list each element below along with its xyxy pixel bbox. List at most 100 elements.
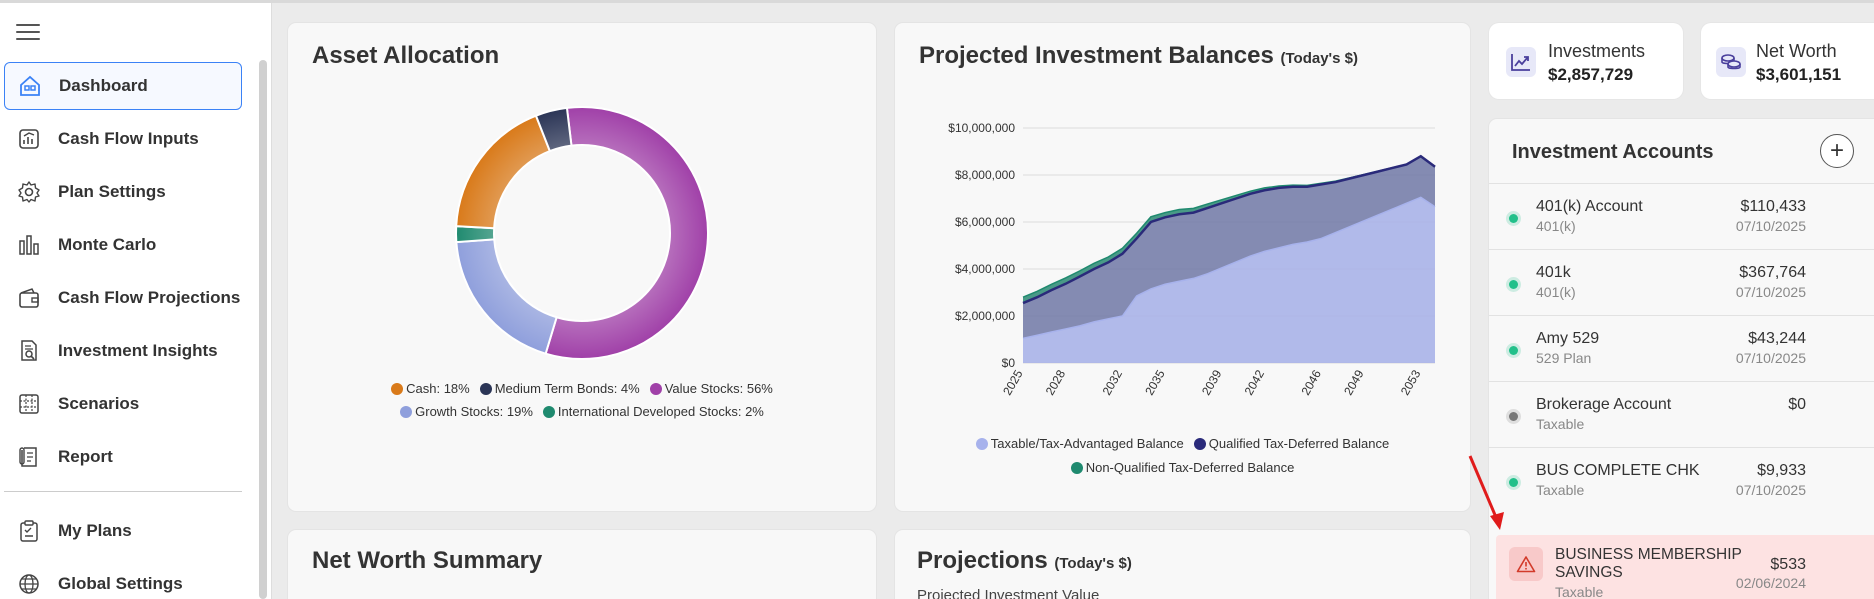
account-name: Brokerage Account xyxy=(1536,396,1672,413)
projected-subtitle: (Today's $) xyxy=(1280,50,1358,67)
donut-slice-cash[interactable] xyxy=(455,114,552,230)
chart-trend-icon xyxy=(14,124,44,154)
home-icon xyxy=(15,71,45,101)
sidebar-item-dashboard[interactable]: Dashboard xyxy=(4,62,242,110)
account-date: 07/10/2025 xyxy=(1735,218,1806,234)
x-tick-label: 2025 xyxy=(1000,367,1026,397)
legend-entry[interactable]: Medium Term Bonds: 4% xyxy=(479,381,640,396)
legend-label: Cash: 18% xyxy=(406,381,470,396)
legend-swatch xyxy=(479,382,492,395)
status-dot xyxy=(1509,346,1518,355)
x-tick-label: 2046 xyxy=(1298,367,1324,397)
sidebar-item-cash-flow-projections[interactable]: Cash Flow Projections xyxy=(4,274,242,322)
y-tick-label: $6,000,000 xyxy=(955,215,1015,229)
legend-label: Taxable/Tax-Advantaged Balance xyxy=(990,436,1184,451)
legend-swatch xyxy=(542,405,555,418)
coins-icon xyxy=(1716,47,1746,77)
alert-account-value: $533 xyxy=(1770,556,1806,573)
x-tick-label: 2049 xyxy=(1341,367,1367,397)
bar-chart-icon xyxy=(14,230,44,260)
projections-subtitle: (Today's $) xyxy=(1054,555,1132,572)
sidebar-item-plan-settings[interactable]: Plan Settings xyxy=(4,168,242,216)
account-row[interactable]: Brokerage Account Taxable $0 xyxy=(1489,381,1874,447)
projected-title-text: Projected Investment Balances xyxy=(919,42,1274,69)
projected-legend-row-2: Non-Qualified Tax-Deferred Balance xyxy=(895,460,1470,475)
account-name: Amy 529 xyxy=(1536,330,1600,347)
donut-slice-medium-term-bonds[interactable] xyxy=(534,106,573,153)
legend-entry[interactable]: Cash: 18% xyxy=(391,381,470,396)
y-tick-label: $0 xyxy=(1002,356,1016,370)
status-dot xyxy=(1509,280,1518,289)
legend-swatch xyxy=(1070,461,1083,474)
x-tick-label: 2028 xyxy=(1043,367,1069,397)
projected-legend-row-1: Taxable/Tax-Advantaged Balance Qualified … xyxy=(895,436,1470,451)
status-dot xyxy=(1509,412,1518,421)
line-taxable-tax-advantaged-balance xyxy=(1022,196,1436,340)
legend-swatch xyxy=(400,405,413,418)
account-value: $367,764 xyxy=(1739,264,1806,281)
investments-tile[interactable]: Investments $2,857,729 xyxy=(1489,23,1683,99)
account-name: BUS COMPLETE CHK xyxy=(1536,462,1700,479)
legend-entry[interactable]: Non-Qualified Tax-Deferred Balance xyxy=(1070,460,1294,475)
account-type: 529 Plan xyxy=(1536,350,1592,366)
account-date: 07/10/2025 xyxy=(1735,284,1806,300)
legend-entry[interactable]: International Developed Stocks: 2% xyxy=(542,404,764,419)
projections-title: Projections (Today's $) xyxy=(917,547,1132,575)
nav-label: Monte Carlo xyxy=(58,235,157,254)
account-row[interactable]: 401(k) Account 401(k) $110,433 07/10/2025 xyxy=(1489,183,1874,249)
legend-label: Value Stocks: 56% xyxy=(664,381,773,396)
red-annotation-arrow-icon xyxy=(1468,455,1504,530)
legend-entry[interactable]: Growth Stocks: 19% xyxy=(400,404,533,419)
document-search-icon xyxy=(14,336,44,366)
sidebar-item-global-settings[interactable]: Global Settings xyxy=(4,560,242,599)
legend-entry[interactable]: Taxable/Tax-Advantaged Balance xyxy=(975,436,1184,451)
x-tick-label: 2032 xyxy=(1100,367,1126,397)
asset-allocation-title: Asset Allocation xyxy=(312,42,500,69)
legend-entry[interactable]: Value Stocks: 56% xyxy=(649,381,773,396)
account-type: 401(k) xyxy=(1536,284,1576,300)
sidebar-item-cash-flow-inputs[interactable]: Cash Flow Inputs xyxy=(4,115,242,163)
alert-account-date: 02/06/2024 xyxy=(1735,575,1806,591)
sidebar-item-monte-carlo[interactable]: Monte Carlo xyxy=(4,221,242,269)
nav-label: Global Settings xyxy=(58,574,183,593)
sidebar-item-my-plans[interactable]: My Plans xyxy=(4,507,242,555)
account-type: Taxable xyxy=(1536,482,1585,498)
add-account-button[interactable]: + xyxy=(1820,134,1854,168)
account-row[interactable]: 401k 401(k) $367,764 07/10/2025 xyxy=(1489,249,1874,315)
account-date: 07/10/2025 xyxy=(1735,482,1806,498)
account-date: 07/10/2025 xyxy=(1735,350,1806,366)
donut-slice-growth-stocks[interactable] xyxy=(455,238,558,355)
sidebar-item-report[interactable]: Report xyxy=(4,433,242,481)
sidebar-item-investment-insights[interactable]: Investment Insights xyxy=(4,327,242,375)
account-row[interactable]: BUS COMPLETE CHK Taxable $9,933 07/10/2025 xyxy=(1489,447,1874,513)
account-value: $9,933 xyxy=(1757,462,1806,479)
net-worth-tile[interactable]: Net Worth $3,601,151 xyxy=(1701,23,1874,99)
sidebar-scrollbar[interactable] xyxy=(259,60,267,599)
account-row-alert[interactable]: BUSINESS MEMBERSHIP SAVINGS Taxable $533… xyxy=(1496,535,1874,599)
legend-label: Qualified Tax-Deferred Balance xyxy=(1208,436,1390,451)
nav-label: My Plans xyxy=(58,521,132,540)
net-worth-summary-card: Net Worth Summary xyxy=(288,530,876,599)
menu-icon[interactable] xyxy=(16,24,40,42)
investments-value: $2,857,729 xyxy=(1548,65,1634,84)
account-name: 401(k) Account xyxy=(1536,198,1643,215)
nav-label: Report xyxy=(58,447,113,466)
legend-swatch xyxy=(391,382,404,395)
account-value: $43,244 xyxy=(1748,330,1806,347)
account-row[interactable]: Amy 529 529 Plan $43,244 07/10/2025 xyxy=(1489,315,1874,381)
account-type: Taxable xyxy=(1536,416,1585,432)
investment-accounts-card: Investment Accounts + 401(k) Account 401(… xyxy=(1489,119,1874,599)
legend-entry[interactable]: Qualified Tax-Deferred Balance xyxy=(1193,436,1390,451)
investments-label: Investments xyxy=(1548,41,1646,61)
area-qualified-tax-deferred-balance[interactable] xyxy=(1023,156,1435,339)
legend-swatch xyxy=(1193,437,1206,450)
donut-slice-value-stocks[interactable] xyxy=(544,106,709,360)
alert-account-type: Taxable xyxy=(1555,584,1604,599)
net-worth-label: Net Worth xyxy=(1756,41,1837,61)
y-tick-label: $2,000,000 xyxy=(955,309,1015,323)
net-worth-summary-title: Net Worth Summary xyxy=(312,547,543,574)
x-tick-label: 2042 xyxy=(1242,367,1268,397)
area-taxable-tax-advantaged-balance[interactable] xyxy=(1023,197,1435,363)
sidebar-item-scenarios[interactable]: Scenarios xyxy=(4,380,242,428)
alert-account-name: BUSINESS MEMBERSHIP SAVINGS xyxy=(1555,546,1742,581)
